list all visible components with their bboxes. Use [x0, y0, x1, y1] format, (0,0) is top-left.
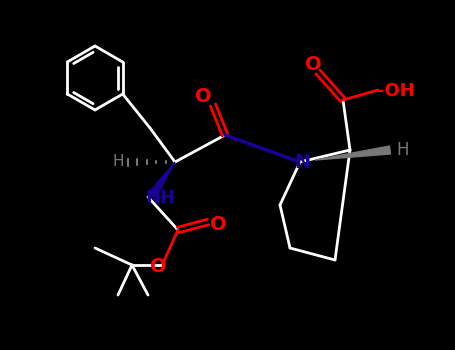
Polygon shape: [315, 146, 390, 160]
Text: NH: NH: [145, 189, 175, 207]
Text: O: O: [305, 55, 321, 74]
Polygon shape: [150, 162, 175, 196]
Text: O: O: [195, 88, 211, 106]
Text: H: H: [112, 154, 124, 169]
Text: -OH: -OH: [377, 82, 415, 100]
Text: H: H: [397, 141, 409, 159]
Text: O: O: [210, 215, 226, 233]
Text: O: O: [150, 257, 167, 275]
Text: N: N: [294, 154, 310, 173]
